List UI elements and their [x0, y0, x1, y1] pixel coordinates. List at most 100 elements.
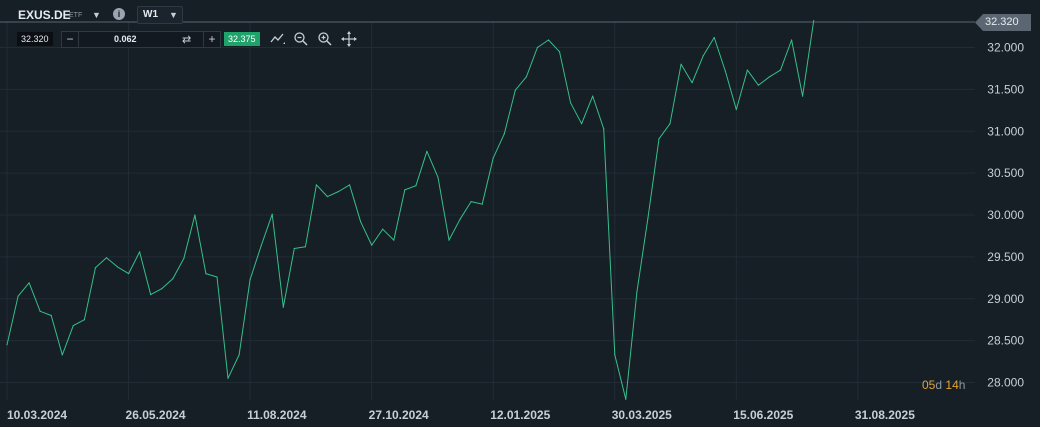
timeframe-dropdown-caret-icon: ▼ — [169, 10, 178, 20]
line-tool-icon[interactable] — [270, 31, 286, 47]
symbol-dropdown-caret-icon[interactable]: ▼ — [92, 10, 101, 20]
data-point — [415, 185, 417, 187]
y-tick-label: 29.500 — [987, 250, 1024, 264]
zoom-out-icon[interactable] — [293, 31, 309, 47]
data-point — [614, 354, 616, 356]
data-point — [216, 276, 218, 278]
x-tick-label: 27.10.2024 — [369, 408, 429, 422]
y-tick-label: 32.000 — [987, 41, 1024, 55]
y-tick-label: 28.500 — [987, 334, 1024, 348]
y-tick-label: 30.000 — [987, 208, 1024, 222]
data-point — [525, 76, 527, 78]
data-point — [647, 217, 649, 219]
data-point — [481, 203, 483, 205]
data-point — [713, 36, 715, 39]
spread-value[interactable]: 0.062 — [114, 34, 137, 44]
info-icon[interactable]: i — [113, 8, 125, 20]
data-point — [636, 291, 638, 293]
data-point — [72, 324, 74, 327]
data-point — [194, 214, 196, 216]
spread-stepper[interactable]: − 0.062 ⇄ + — [61, 31, 221, 48]
data-point — [238, 354, 240, 356]
data-point — [802, 95, 804, 97]
data-point — [127, 273, 130, 275]
current-price-tag: 32.320 — [975, 14, 1031, 31]
data-point — [61, 354, 63, 356]
data-point — [569, 102, 572, 104]
data-point — [724, 70, 726, 72]
data-point — [304, 246, 306, 248]
data-point — [680, 63, 682, 65]
x-tick-label: 15.06.2025 — [733, 408, 793, 422]
bar-countdown: 05d 14h — [922, 378, 965, 392]
data-point — [746, 69, 748, 71]
data-point — [348, 184, 351, 186]
data-point — [271, 213, 273, 215]
data-point — [94, 267, 96, 269]
data-point — [536, 46, 539, 49]
data-point — [459, 218, 461, 220]
increment-button[interactable]: + — [203, 32, 220, 47]
chart-toolbar: EXUS.DE ETF ▼ i W1 ▼ 32.320 − 0.062 ⇄ + … — [0, 0, 980, 52]
data-point — [757, 84, 760, 86]
timeframe-select[interactable]: W1 ▼ — [137, 6, 183, 24]
data-point — [139, 251, 141, 253]
price-series-line — [6, 20, 815, 400]
data-point — [658, 138, 660, 140]
data-point — [227, 377, 229, 379]
data-point — [470, 201, 472, 203]
y-tick-label: 28.000 — [987, 376, 1024, 390]
decrement-button[interactable]: − — [62, 32, 79, 47]
y-axis: 28.000 28.500 29.000 29.500 30.000 30.500 31.0… — [987, 41, 1024, 390]
data-point — [282, 306, 284, 308]
price-points — [6, 20, 815, 400]
data-point — [260, 245, 262, 247]
data-point — [105, 257, 108, 259]
data-point — [702, 55, 704, 57]
data-point — [437, 176, 439, 178]
data-point — [161, 288, 163, 290]
data-point — [492, 157, 494, 159]
y-tick-label: 29.000 — [987, 292, 1024, 306]
x-tick-label: 26.05.2024 — [126, 408, 186, 422]
current-price-value: 32.320 — [985, 16, 1019, 28]
chart-grid — [0, 22, 975, 400]
data-point — [28, 282, 30, 284]
data-point — [382, 228, 384, 230]
data-point — [625, 398, 627, 400]
data-point — [39, 310, 41, 312]
data-point — [116, 266, 119, 268]
symbol-type-label: ETF — [69, 12, 83, 19]
data-point — [790, 39, 793, 41]
data-point — [393, 239, 395, 241]
data-point — [249, 278, 251, 281]
data-point — [326, 195, 329, 198]
data-point — [426, 150, 428, 152]
zoom-in-icon[interactable] — [317, 31, 333, 47]
data-point — [150, 293, 152, 296]
x-tick-label: 10.03.2024 — [7, 408, 67, 422]
data-point — [768, 76, 771, 78]
data-point — [360, 221, 362, 223]
data-point — [592, 95, 594, 97]
data-point — [183, 257, 185, 260]
swap-icon[interactable]: ⇄ — [182, 34, 192, 46]
y-tick-label: 31.000 — [987, 124, 1024, 138]
timeframe-label: W1 — [143, 9, 158, 20]
data-point — [205, 273, 207, 275]
bid-price-box[interactable]: 32.320 — [17, 32, 53, 46]
countdown-days: 05 — [922, 378, 936, 392]
symbol-label[interactable]: EXUS.DE — [18, 8, 71, 22]
data-point — [669, 123, 671, 125]
ask-price-box[interactable]: 32.375 — [224, 32, 260, 46]
countdown-hours-unit: h — [958, 378, 966, 392]
data-point — [813, 20, 815, 22]
x-axis: 10.03.2024 26.05.2024 11.08.2024 27.10.2024… — [7, 408, 915, 422]
crosshair-icon[interactable] — [341, 31, 357, 47]
data-point — [735, 108, 737, 111]
data-point — [404, 189, 406, 191]
data-point — [558, 51, 561, 53]
data-point — [514, 89, 516, 91]
y-tick-label: 31.500 — [987, 82, 1024, 96]
